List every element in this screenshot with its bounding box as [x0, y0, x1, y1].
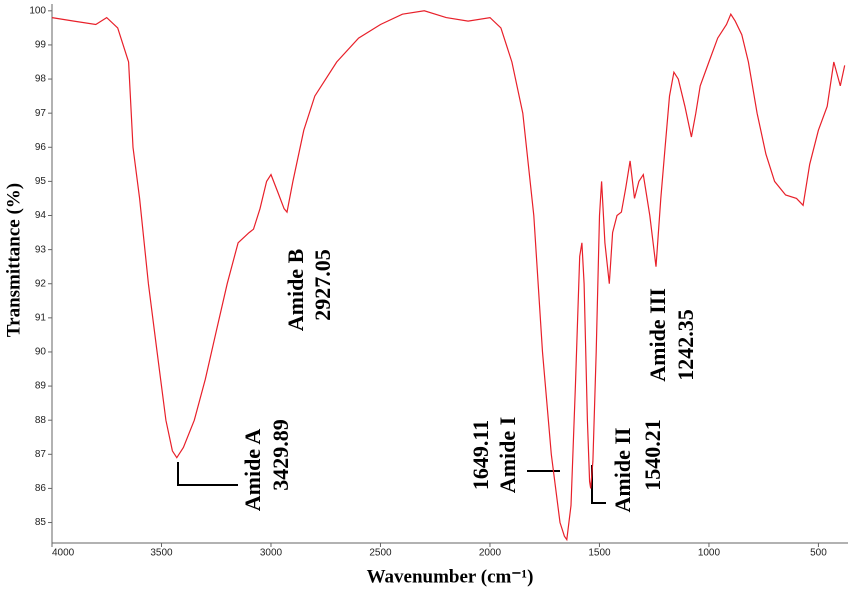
x-tick-label: 2000: [479, 548, 502, 559]
x-axis-label: Wavenumber (cm⁻¹): [367, 566, 534, 587]
y-tick-label: 94: [35, 210, 47, 221]
y-tick-label: 91: [35, 312, 47, 323]
y-tick-label: 86: [35, 483, 47, 494]
annotation: 1649.11: [468, 420, 493, 490]
y-tick-label: 88: [35, 415, 47, 426]
x-tick-label: 500: [810, 548, 827, 559]
x-tick-label: 1000: [698, 548, 721, 559]
y-axis-label: Transmittance (%): [3, 183, 24, 337]
y-tick-label: 90: [35, 347, 47, 358]
y-tick-label: 96: [35, 142, 47, 153]
annotation: 1540.21: [640, 419, 665, 491]
x-tick-label: 2500: [369, 548, 392, 559]
y-tick-label: 87: [35, 449, 47, 460]
y-tick-label: 92: [35, 278, 47, 289]
annotation: Amide I: [495, 417, 520, 493]
annotation: Amide II: [610, 428, 635, 513]
x-tick-label: 3500: [150, 548, 173, 559]
annotation: Amide III: [645, 288, 670, 382]
y-tick-label: 97: [35, 108, 47, 119]
y-tick-label: 99: [35, 40, 47, 51]
annotation: 2927.05: [310, 249, 335, 321]
x-tick-label: 3000: [260, 548, 283, 559]
annotation: Amide B: [283, 248, 308, 331]
x-tick-label: 4000: [52, 548, 75, 559]
y-tick-label: 95: [35, 176, 47, 187]
annotation: Amide A: [240, 429, 265, 512]
y-tick-label: 93: [35, 244, 47, 255]
y-tick-label: 100: [29, 5, 46, 16]
y-tick-label: 85: [35, 517, 47, 528]
spectrum-line: [51, 10, 846, 542]
y-tick-label: 98: [35, 74, 47, 85]
annotation: 3429.89: [268, 419, 293, 491]
y-tick-label: 89: [35, 381, 47, 392]
x-tick-label: 1500: [588, 548, 611, 559]
annotation: 1242.35: [673, 309, 698, 381]
